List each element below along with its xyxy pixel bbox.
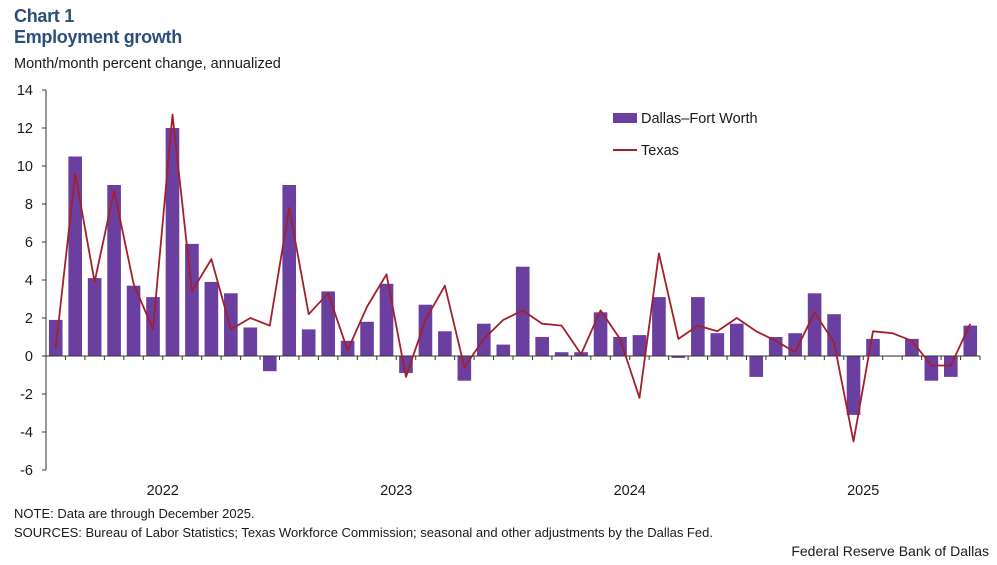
x-axis: 2022 2023 2024 2025 [45,355,981,499]
y-tick-label: -2 [20,387,33,403]
dfw-bar [827,314,841,356]
y-tick-label: 10 [17,159,33,175]
chart-title: Employment growth [14,27,182,47]
dfw-bar [185,243,199,356]
dfw-bar [729,323,744,356]
y-tick-label: 0 [25,349,33,365]
chart-area: -6 -4 -2 0 2 4 6 8 10 12 14 2022 2023 2024 2025 Dalla… [17,83,981,499]
dfw-bar [944,356,958,377]
dfw-bar [652,297,666,356]
x-year-label: 2023 [380,483,412,499]
dfw-bar [107,185,121,356]
dfw-bar [301,329,316,356]
dfw-bar [243,327,258,356]
legend-label-texas: Texas [641,143,679,159]
x-year-label: 2025 [847,483,879,499]
x-year-label: 2022 [147,483,179,499]
line-series [54,113,972,443]
dfw-bar [321,291,335,356]
dfw-bar [710,333,725,356]
legend-swatch-dfw [613,113,637,123]
dfw-bar [496,344,511,356]
x-year-label: 2024 [614,483,646,499]
y-tick-label: -4 [20,425,33,441]
y-tick-label: 6 [25,235,33,251]
dfw-bar [554,352,569,356]
dfw-bar [68,156,82,356]
y-tick-label: 14 [17,83,33,99]
dfw-bar [963,325,978,356]
dfw-bar [846,356,861,415]
y-tick-label: 8 [25,197,33,213]
footnote: NOTE: Data are through December 2025. [14,506,255,521]
dfw-bar [438,331,452,356]
chart-number: Chart 1 [14,6,74,26]
dfw-bar [360,321,374,356]
dfw-bar [593,312,608,356]
dfw-bar [48,319,63,356]
sources: SOURCES: Bureau of Labor Statistics; Tex… [14,525,713,540]
y-tick-label: 4 [25,273,33,289]
y-tick-label: -6 [20,463,33,479]
dfw-bar [807,293,822,356]
dfw-bar [418,304,433,356]
y-axis: -6 -4 -2 0 2 4 6 8 10 12 14 [17,83,47,479]
legend: Dallas–Fort Worth Texas [613,111,758,159]
dfw-bar [535,337,549,356]
dfw-bar [905,338,919,356]
dfw-bar [262,356,277,372]
dfw-bar [379,283,394,356]
dfw-bar [671,356,686,358]
y-tick-label: 12 [17,121,33,137]
dfw-bar [749,356,764,377]
y-tick-label: 2 [25,311,33,327]
credit: Federal Reserve Bank of Dallas [791,543,989,559]
dfw-bar [224,293,238,356]
y-axis-label: Month/month percent change, annualized [14,56,281,72]
dfw-bar [632,335,647,356]
legend-label-dfw: Dallas–Fort Worth [641,111,758,127]
dfw-bar [165,128,180,356]
dfw-bar [87,278,102,356]
texas-line [54,113,972,443]
bar-series [48,128,978,415]
dfw-bar [204,281,219,356]
dfw-bar [126,285,141,356]
